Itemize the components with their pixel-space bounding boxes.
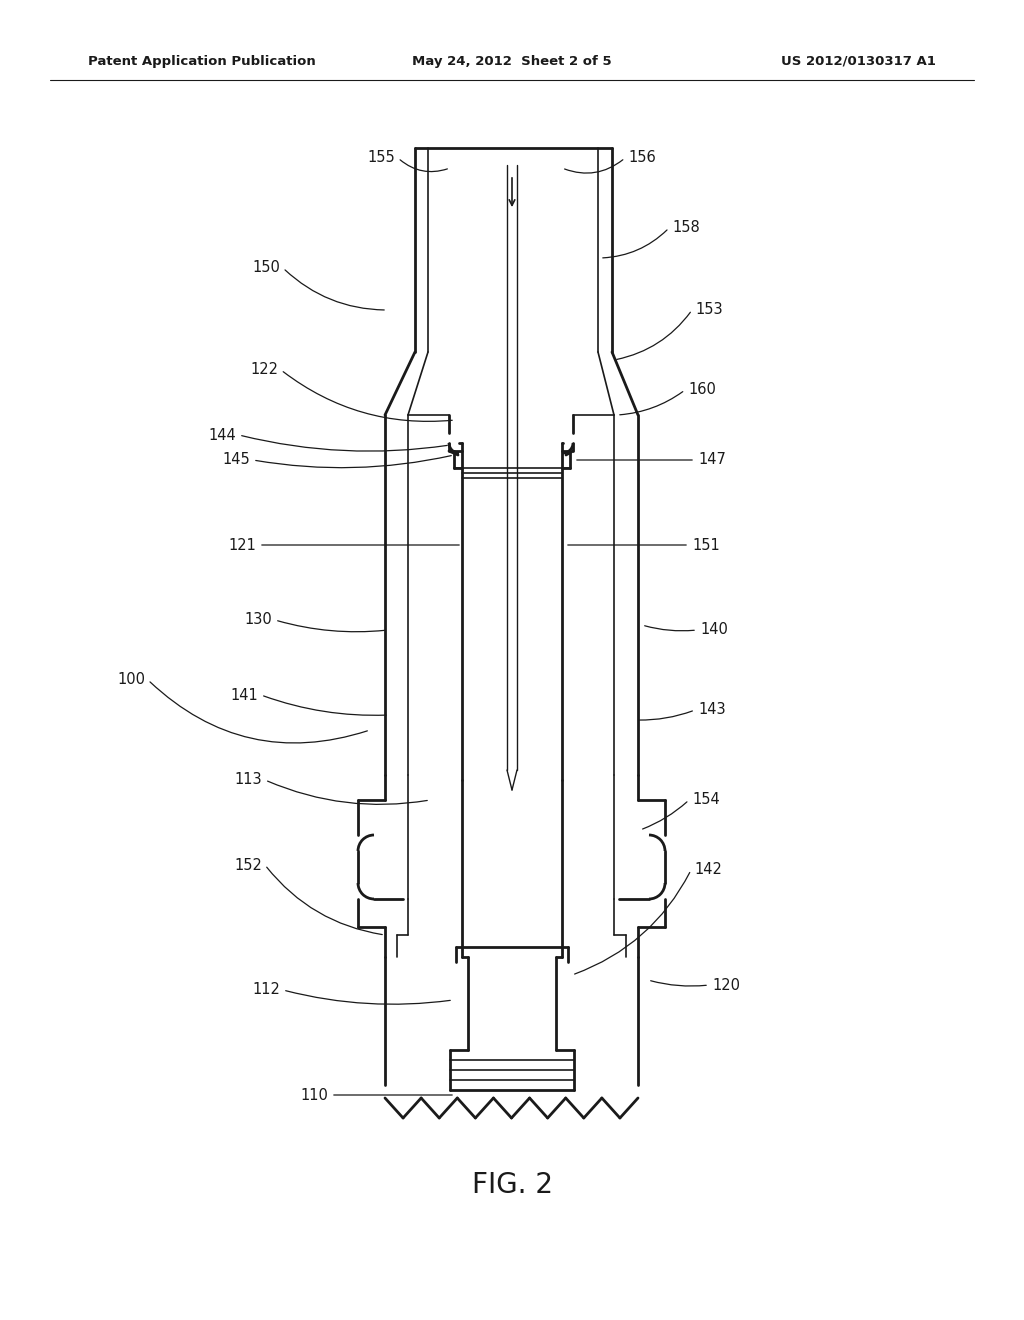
Text: 121: 121 bbox=[228, 537, 256, 553]
Text: 156: 156 bbox=[628, 150, 655, 165]
Text: 151: 151 bbox=[692, 537, 720, 553]
Text: 120: 120 bbox=[712, 978, 740, 993]
Text: 145: 145 bbox=[222, 453, 250, 467]
Text: 154: 154 bbox=[692, 792, 720, 808]
Text: 143: 143 bbox=[698, 702, 726, 718]
Text: 100: 100 bbox=[117, 672, 145, 688]
Text: 142: 142 bbox=[694, 862, 722, 878]
Text: 113: 113 bbox=[234, 772, 262, 788]
Text: 122: 122 bbox=[250, 363, 278, 378]
Text: 140: 140 bbox=[700, 623, 728, 638]
Text: FIG. 2: FIG. 2 bbox=[471, 1171, 553, 1199]
Text: 160: 160 bbox=[688, 383, 716, 397]
Text: Patent Application Publication: Patent Application Publication bbox=[88, 55, 315, 69]
Text: 144: 144 bbox=[208, 428, 236, 442]
Text: 112: 112 bbox=[252, 982, 280, 998]
Text: 155: 155 bbox=[368, 150, 395, 165]
Text: 152: 152 bbox=[234, 858, 262, 873]
Text: 150: 150 bbox=[252, 260, 280, 276]
Text: 141: 141 bbox=[230, 688, 258, 702]
Text: US 2012/0130317 A1: US 2012/0130317 A1 bbox=[781, 55, 936, 69]
Text: 130: 130 bbox=[245, 612, 272, 627]
Text: 147: 147 bbox=[698, 453, 726, 467]
Text: 158: 158 bbox=[672, 220, 699, 235]
Text: 110: 110 bbox=[300, 1088, 328, 1102]
Text: 153: 153 bbox=[695, 302, 723, 318]
Text: May 24, 2012  Sheet 2 of 5: May 24, 2012 Sheet 2 of 5 bbox=[413, 55, 611, 69]
